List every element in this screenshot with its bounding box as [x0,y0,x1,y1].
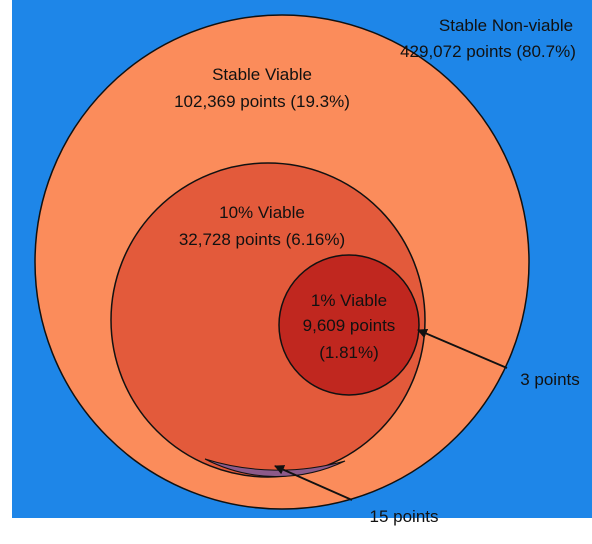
stable-viable-title: Stable Viable [212,65,312,84]
stable-nonviable-count: 429,072 points (80.7%) [400,42,576,61]
callout-arrow-15-points [274,465,353,501]
viable-10-count: 32,728 points (6.16%) [179,230,345,249]
viable-10-circle [110,162,426,478]
callout-arrow-3-points [417,328,508,369]
stable-viable-count: 102,369 points (19.3%) [174,92,350,111]
viable-1-count: 9,609 points [303,316,396,335]
viable-1-pct: (1.81%) [319,343,379,362]
viable-1-title: 1% Viable [311,291,387,310]
viable-1-circle [278,254,420,396]
callout-3-points: 3 points [520,370,580,389]
sliver-group [204,458,346,477]
stable-nonviable-title: Stable Non-viable [439,16,573,35]
outside-stable-overlap [204,458,346,477]
callout-15-points: 15 points [370,507,439,526]
viable-10-title: 10% Viable [219,203,305,222]
